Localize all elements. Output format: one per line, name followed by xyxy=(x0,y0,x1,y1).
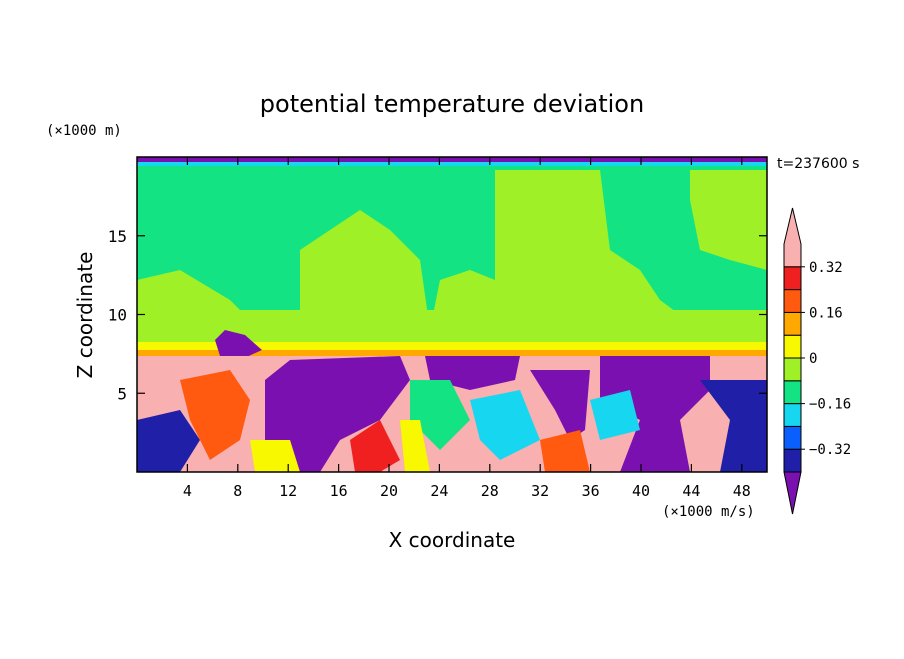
x-tick-label: 32 xyxy=(531,482,549,500)
x-axis-ticks: 4 8 12 16 20 24 28 32 36 40 44 48 xyxy=(183,157,751,500)
colorbar-label: −0.32 xyxy=(809,442,851,458)
field-lower-yellow-1 xyxy=(400,420,430,472)
field-lower-yellow-2 xyxy=(250,440,300,472)
field-lime-region-3 xyxy=(495,170,700,330)
field-purple-blob xyxy=(215,330,262,360)
x-tick-label: 28 xyxy=(481,482,499,500)
field-lower-blue-1 xyxy=(137,410,200,472)
x-tick-label: 4 xyxy=(183,482,192,500)
colorbar-top-arrow xyxy=(783,207,802,268)
y-tick-label: 5 xyxy=(117,384,127,403)
time-label: t=237600 s xyxy=(777,156,859,172)
y-axis-label: Z coordinate xyxy=(73,252,97,379)
x-unit-label: (×1000 m/s) xyxy=(662,504,755,520)
field-lower-purple-1 xyxy=(265,356,410,472)
field-lower-blue-2 xyxy=(700,380,767,472)
colorbar: 0.32 0.16 0 −0.16 −0.32 xyxy=(783,207,851,515)
chart-title: potential temperature deviation xyxy=(260,90,644,118)
colorbar-segment xyxy=(783,311,802,336)
colorbar-label: 0.16 xyxy=(809,305,843,321)
y-axis-ticks: 5 10 15 xyxy=(108,227,767,403)
colorbar-segment xyxy=(783,448,802,473)
x-tick-label: 12 xyxy=(279,482,297,500)
field-lower-red-2 xyxy=(350,420,400,472)
field-orange-band xyxy=(137,350,767,356)
field-yellow-band xyxy=(137,342,767,352)
field-lower-green-1 xyxy=(410,380,470,450)
field-top-strip xyxy=(137,157,767,163)
field-lime-region-2 xyxy=(430,270,500,330)
field-lower-cyan-2 xyxy=(590,390,640,440)
colorbar-segment xyxy=(783,357,802,382)
x-tick-label: 24 xyxy=(430,482,448,500)
colorbar-segment xyxy=(783,266,802,291)
x-tick-label: 36 xyxy=(582,482,600,500)
x-tick-label: 48 xyxy=(733,482,751,500)
colorbar-segment xyxy=(783,425,802,450)
x-tick-label: 8 xyxy=(233,482,242,500)
colorbar-label: 0 xyxy=(809,351,817,367)
y-unit-label: (×1000 m) xyxy=(46,123,122,139)
x-tick-label: 44 xyxy=(682,482,700,500)
colorbar-label: −0.16 xyxy=(809,397,851,413)
field-lower-red-1 xyxy=(180,370,250,460)
colorbar-bottom-arrow xyxy=(783,471,802,515)
x-tick-label: 20 xyxy=(380,482,398,500)
field-lime-region-5 xyxy=(137,270,260,330)
colorbar-segment xyxy=(783,289,802,313)
x-axis-label: X coordinate xyxy=(389,528,516,552)
colorbar-segment xyxy=(783,403,802,427)
field-top-strip-2 xyxy=(137,162,767,166)
field-lower-red-3 xyxy=(540,430,590,472)
colorbar-segment xyxy=(783,334,802,359)
colorbar-label: 0.32 xyxy=(809,260,843,276)
field-lower-purple-4 xyxy=(600,356,710,472)
x-tick-label: 16 xyxy=(330,482,348,500)
field-lime-region-1 xyxy=(300,210,430,330)
contour-field xyxy=(137,157,767,472)
colorbar-segment xyxy=(783,380,802,405)
y-tick-label: 10 xyxy=(108,306,127,325)
field-lower-purple-3 xyxy=(530,370,590,440)
field-lime-region-4 xyxy=(690,170,767,270)
field-lower-cyan-1 xyxy=(470,390,540,460)
x-tick-label: 40 xyxy=(632,482,650,500)
y-tick-label: 15 xyxy=(108,227,127,246)
